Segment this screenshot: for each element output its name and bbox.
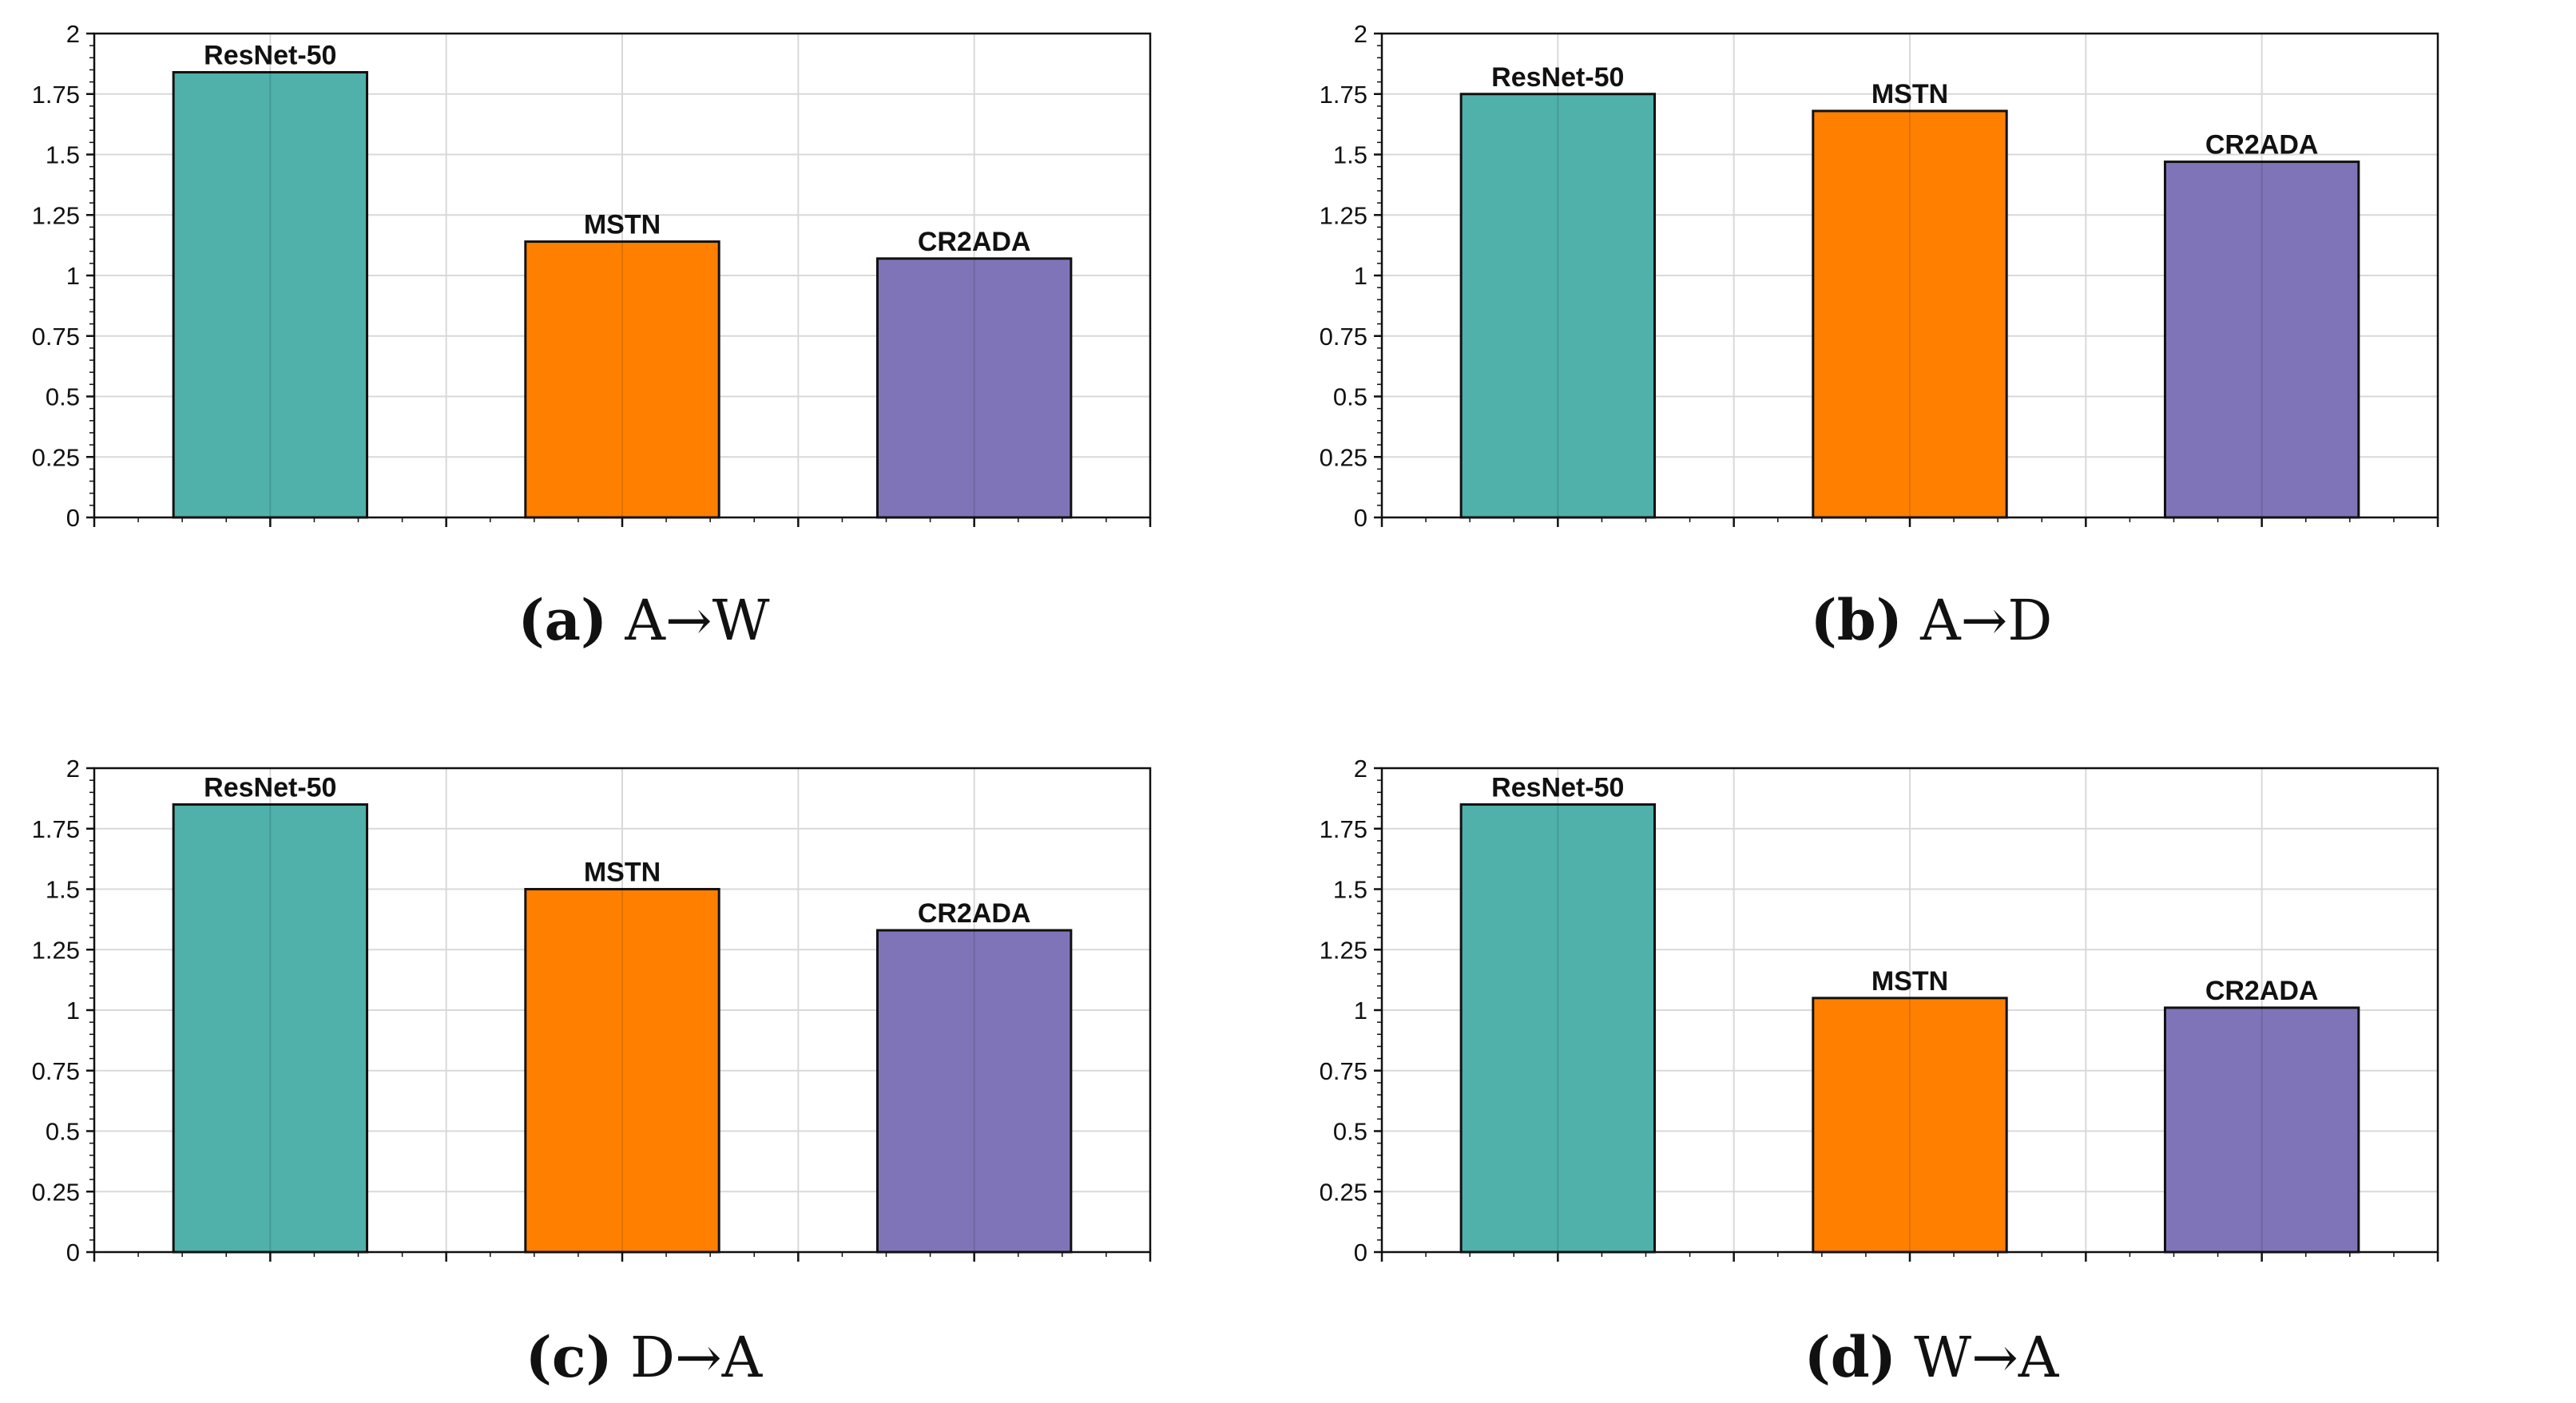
panel-a: ResNet-50 MSTN CR2ADA 0 0.25 0.5 0.75 1 1.25 1.5 1… xyxy=(0,0,1288,701)
bar-label-mstn: MSTN xyxy=(1871,966,1948,997)
y-tick-label: 1 xyxy=(1354,262,1367,290)
caption-b: (b) A→D xyxy=(1288,587,2575,653)
bar-cr2ada xyxy=(875,929,1073,1254)
y-tick-label: 0 xyxy=(66,1239,80,1266)
y-tick-label: 0 xyxy=(1354,504,1367,532)
y-tick-label: 0.75 xyxy=(1320,1057,1367,1085)
bar-resnet-50 xyxy=(172,803,369,1254)
y-tick-label: 0 xyxy=(66,504,80,532)
y-tick-label: 0.75 xyxy=(32,323,80,351)
chart-d: ResNet-50 MSTN CR2ADA 0 0.25 0.5 0.75 1 1.25 1.5 1… xyxy=(1320,755,2439,1266)
bar-label-cr2ada: CR2ADA xyxy=(2205,976,2319,1006)
y-tick-label: 1.75 xyxy=(32,815,80,843)
y-tick-label: 1.75 xyxy=(32,81,80,109)
y-tick-label: 0.25 xyxy=(1320,1178,1367,1206)
bar-cr2ada xyxy=(875,257,1073,519)
y-tick-label: 1.25 xyxy=(32,201,80,229)
y-tick-label: 1 xyxy=(1354,997,1367,1025)
caption-d-text: W→A xyxy=(1914,1325,2059,1390)
bar-resnet-50 xyxy=(172,70,369,519)
bar-cr2ada xyxy=(2163,1006,2360,1254)
panel-d: ResNet-50 MSTN CR2ADA 0 0.25 0.5 0.75 1 1.25 1.5 1… xyxy=(1288,701,2575,1402)
y-tick-label: 0.5 xyxy=(1333,383,1367,411)
caption-c-text: D→A xyxy=(629,1325,763,1390)
y-tick-label: 2 xyxy=(66,755,80,783)
y-tick-label: 0.25 xyxy=(32,1178,80,1206)
y-tick-label: 1.5 xyxy=(1333,876,1367,904)
y-tick-label: 1.5 xyxy=(1333,141,1367,169)
panel-c: ResNet-50 MSTN CR2ADA 0 0.25 0.5 0.75 1 1.25 1.5 1… xyxy=(0,701,1288,1402)
bar-mstn xyxy=(524,888,720,1254)
chart-c: ResNet-50 MSTN CR2ADA 0 0.25 0.5 0.75 1 1.25 1.5 1… xyxy=(32,755,1152,1266)
y-tick-label: 0.5 xyxy=(46,1118,80,1146)
y-tick-label: 0 xyxy=(1354,1239,1367,1266)
bar-resnet-50 xyxy=(1459,803,1657,1254)
bar-label-mstn: MSTN xyxy=(584,858,661,888)
y-tick-label: 1 xyxy=(66,262,80,290)
y-tick-label: 1.5 xyxy=(46,141,80,169)
y-tick-label: 0.75 xyxy=(1320,323,1367,351)
y-tick-label: 0.25 xyxy=(32,443,80,471)
chart-a: ResNet-50 MSTN CR2ADA 0 0.25 0.5 0.75 1 1.25 1.5 1… xyxy=(32,20,1152,532)
y-tick-label: 1.25 xyxy=(32,936,80,964)
y-tick-label: 1 xyxy=(66,997,80,1025)
bar-label-cr2ada: CR2ADA xyxy=(918,898,1031,929)
caption-a: (a) A→W xyxy=(0,587,1288,653)
bar-cr2ada xyxy=(2163,161,2360,519)
caption-b-text: A→D xyxy=(1920,588,2053,653)
caption-b-label: (b) xyxy=(1810,587,1903,653)
bar-label-resnet-50: ResNet-50 xyxy=(1491,62,1624,93)
bar-resnet-50 xyxy=(1459,93,1657,519)
bar-label-mstn: MSTN xyxy=(1871,79,1948,109)
caption-a-label: (a) xyxy=(518,587,608,653)
y-tick-label: 1.25 xyxy=(1320,936,1367,964)
y-tick-label: 0.75 xyxy=(32,1057,80,1085)
bar-label-mstn: MSTN xyxy=(584,210,661,240)
caption-a-text: A→W xyxy=(625,588,770,653)
caption-c: (c) D→A xyxy=(0,1324,1288,1390)
bar-mstn xyxy=(1812,997,2008,1254)
y-tick-label: 0.5 xyxy=(1333,1118,1367,1146)
bar-label-cr2ada: CR2ADA xyxy=(918,227,1031,257)
y-tick-label: 0.5 xyxy=(46,383,80,411)
y-tick-label: 1.75 xyxy=(1320,815,1367,843)
bar-label-resnet-50: ResNet-50 xyxy=(204,772,336,803)
y-tick-label: 0.25 xyxy=(1320,443,1367,471)
caption-d: (d) W→A xyxy=(1288,1324,2575,1390)
chart-b: ResNet-50 MSTN CR2ADA 0 0.25 0.5 0.75 1 1.25 1.5 1… xyxy=(1320,20,2439,532)
bar-label-resnet-50: ResNet-50 xyxy=(1491,772,1624,803)
bar-label-cr2ada: CR2ADA xyxy=(2205,130,2319,161)
y-tick-label: 1.5 xyxy=(46,876,80,904)
y-tick-label: 1.25 xyxy=(1320,201,1367,229)
y-tick-label: 2 xyxy=(1354,755,1367,783)
y-tick-label: 2 xyxy=(1354,20,1367,48)
caption-d-label: (d) xyxy=(1804,1324,1896,1390)
bar-mstn xyxy=(1812,109,2008,519)
caption-c-label: (c) xyxy=(525,1324,613,1390)
y-tick-label: 2 xyxy=(66,20,80,48)
bar-label-resnet-50: ResNet-50 xyxy=(204,40,336,70)
y-tick-label: 1.75 xyxy=(1320,81,1367,109)
panel-b: ResNet-50 MSTN CR2ADA 0 0.25 0.5 0.75 1 1.25 1.5 1… xyxy=(1288,0,2575,701)
